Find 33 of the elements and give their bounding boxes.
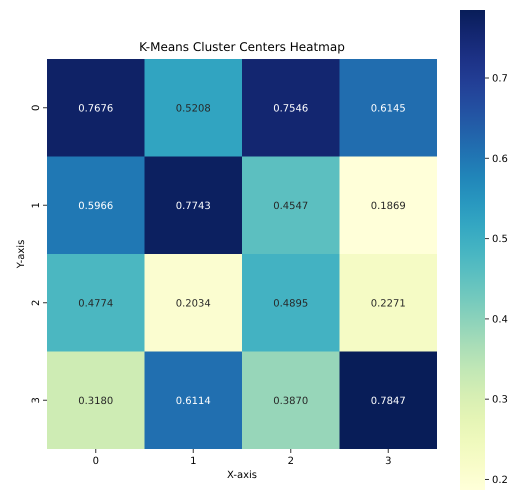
data-label: 0.7743 — [176, 200, 211, 212]
data-label: 0.4774 — [78, 298, 114, 310]
x-tick-label: 0 — [92, 456, 99, 467]
data-label: 0.7546 — [273, 103, 308, 114]
data-label: 0.7676 — [78, 103, 114, 114]
y-tick-label: 3 — [31, 397, 42, 404]
data-label: 0.6145 — [370, 103, 406, 114]
data-label: 0.4895 — [273, 298, 308, 310]
y-axis-title: Y-axis — [16, 240, 27, 270]
data-label: 0.4547 — [273, 200, 308, 212]
y-tick-label: 2 — [31, 300, 42, 306]
color-bar-label: 0.4 — [492, 314, 508, 326]
x-tick-label: 3 — [385, 456, 392, 467]
y-tick-label: 1 — [31, 202, 42, 208]
data-label: 0.2271 — [370, 298, 406, 310]
data-label: 0.1869 — [370, 200, 406, 212]
color-bar-label: 0.3 — [492, 394, 508, 406]
data-label: 0.3180 — [78, 396, 114, 407]
color-bar-label: 0.2 — [492, 474, 508, 486]
x-tick-label: 2 — [288, 456, 294, 467]
color-bar-label: 0.5 — [492, 234, 508, 246]
x-axis-title: X-axis — [227, 470, 257, 481]
data-label: 0.7847 — [370, 396, 406, 407]
color-bar-label: 0.7 — [492, 74, 508, 85]
color-bar-label: 0.6 — [492, 154, 508, 165]
data-label: 0.2034 — [176, 298, 211, 310]
chart-title: K-Means Cluster Centers Heatmap — [139, 40, 345, 54]
data-label: 0.3870 — [273, 396, 308, 407]
y-tick-label: 0 — [31, 104, 42, 111]
data-label: 0.6114 — [176, 396, 211, 407]
x-tick-label: 1 — [190, 456, 196, 467]
data-label: 0.5208 — [176, 103, 211, 114]
data-label: 0.5966 — [78, 200, 114, 212]
